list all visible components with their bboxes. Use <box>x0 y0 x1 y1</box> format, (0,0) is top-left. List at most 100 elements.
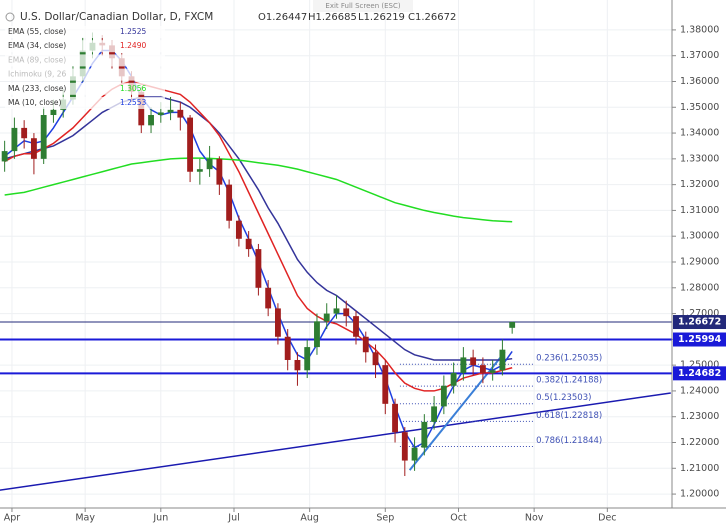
candle-body <box>274 308 281 337</box>
candle-body <box>148 115 154 126</box>
candle-body <box>401 432 408 461</box>
candle-body <box>50 109 57 116</box>
trendline <box>0 392 671 491</box>
ohlc-value: C1.26672 <box>408 12 456 23</box>
candle-body <box>167 109 174 113</box>
candle-body <box>382 365 389 404</box>
y-tick-label: 1.36000 <box>680 76 719 87</box>
y-tick-label: 1.38000 <box>680 24 719 35</box>
legend-entry[interactable]: MA (10, close) <box>8 98 62 107</box>
x-tick-label: Apr <box>4 513 21 524</box>
candle-body <box>323 313 330 322</box>
candle-body <box>196 169 203 172</box>
ohlc-value: L1.26219 <box>358 12 405 23</box>
candle-body <box>372 352 379 366</box>
candle-body <box>450 372 457 386</box>
legend-row-bg <box>5 40 165 53</box>
legend-row-bg <box>5 68 165 81</box>
candle-body <box>362 336 369 353</box>
candle-body <box>255 249 262 288</box>
price-label-box <box>673 366 726 381</box>
candle-body <box>40 115 47 159</box>
x-tick-label: Nov <box>525 513 544 524</box>
x-tick-label: Dec <box>598 513 616 524</box>
candle-body <box>118 58 125 77</box>
fullscreen-hint[interactable]: Exit Full Screen (ESC) <box>325 2 400 10</box>
candle-body <box>245 238 252 250</box>
candle-body <box>499 349 506 371</box>
indicator-line <box>4 157 513 223</box>
candle-body <box>470 357 477 366</box>
y-tick-label: 1.22000 <box>680 437 719 448</box>
price-label: 1.24682 <box>678 368 721 379</box>
candle-body <box>440 385 447 407</box>
y-tick-label: 1.29000 <box>680 256 719 267</box>
candle-body <box>294 359 301 371</box>
price-label: 1.25994 <box>678 334 722 345</box>
symbol-title: U.S. Dollar/Canadian Dollar, D, FXCM <box>20 11 213 23</box>
candle-body <box>509 322 516 328</box>
legend-row-bg <box>5 54 165 67</box>
x-tick-label: Aug <box>300 513 319 524</box>
candle-body <box>206 158 213 170</box>
candle-body <box>235 220 242 239</box>
collapse-icon[interactable] <box>5 12 15 22</box>
candle-body <box>353 316 359 337</box>
legend-value: 1.3056 <box>120 84 146 93</box>
legend-row-bg <box>5 97 165 109</box>
legend-row-bg <box>5 26 165 38</box>
legend-entry[interactable]: EMA (55, close) <box>8 27 66 36</box>
candle-body <box>265 287 272 309</box>
legend-entry[interactable]: EMA (34, close) <box>8 41 66 50</box>
y-tick-label: 1.37000 <box>680 50 719 61</box>
x-tick-label: Jun <box>152 513 168 524</box>
legend: U.S. Dollar/Canadian Dollar, D, FXCM O1.… <box>5 11 456 109</box>
x-tick-label: Sep <box>376 513 394 524</box>
y-tick-label: 1.20000 <box>680 489 719 500</box>
plot-area: 0.236(1.25035) 0.382(1.24188) 0.5(1.23503)… <box>0 32 672 491</box>
candle-body <box>157 112 164 116</box>
y-tick-label: 1.34000 <box>680 128 719 139</box>
ohlc-value: O1.26447 <box>258 12 307 23</box>
ohlc-value: H1.26685 <box>308 12 357 23</box>
y-tick-label: 1.32000 <box>680 179 719 190</box>
grid <box>0 0 672 508</box>
x-tick-label: May <box>75 513 95 524</box>
x-tick-label: Oct <box>450 513 467 524</box>
candle-body <box>216 158 223 185</box>
candle-body <box>479 365 486 373</box>
legend-value: 1.2553 <box>120 98 146 107</box>
fullscreen-hint-box[interactable] <box>313 0 413 12</box>
y-tick-label: 1.21000 <box>680 463 719 474</box>
candle-body <box>314 321 320 348</box>
candle-body <box>30 138 37 159</box>
fib-label: 0.618(1.22818) <box>536 411 602 421</box>
candle-body <box>343 308 350 317</box>
legend-row-bg <box>5 82 165 95</box>
axes: 1.20000 1.21000 1.22000 1.23000 1.24000 1.250… <box>4 24 726 524</box>
legend-entry[interactable]: MA (233, close) <box>8 84 66 93</box>
candle-body <box>187 117 194 172</box>
candle-body <box>177 109 184 118</box>
fib-label: 0.236(1.25035) <box>536 354 602 364</box>
x-tick-label: Jul <box>227 513 239 524</box>
indicator-line <box>4 80 513 392</box>
candle-body <box>421 421 428 448</box>
candle-body <box>489 370 496 373</box>
y-tick-label: 1.33000 <box>680 153 719 164</box>
candle-body <box>333 308 340 314</box>
candle-body <box>284 336 291 360</box>
y-tick-label: 1.27000 <box>680 308 719 319</box>
candle-body <box>431 406 438 422</box>
price-label: 1.26672 <box>678 317 721 328</box>
legend-entry-hidden[interactable]: Ichimoku (9, 26 <box>8 70 67 79</box>
y-tick-label: 1.35000 <box>680 102 719 113</box>
trendline <box>408 351 506 471</box>
y-tick-label: 1.25000 <box>680 360 719 371</box>
candle-body <box>411 447 418 461</box>
y-tick-label: 1.31000 <box>680 205 719 216</box>
legend-value: 1.2490 <box>120 41 146 50</box>
legend-entry-hidden[interactable]: EMA (89, close) <box>8 55 66 64</box>
candle-body <box>1 151 8 162</box>
